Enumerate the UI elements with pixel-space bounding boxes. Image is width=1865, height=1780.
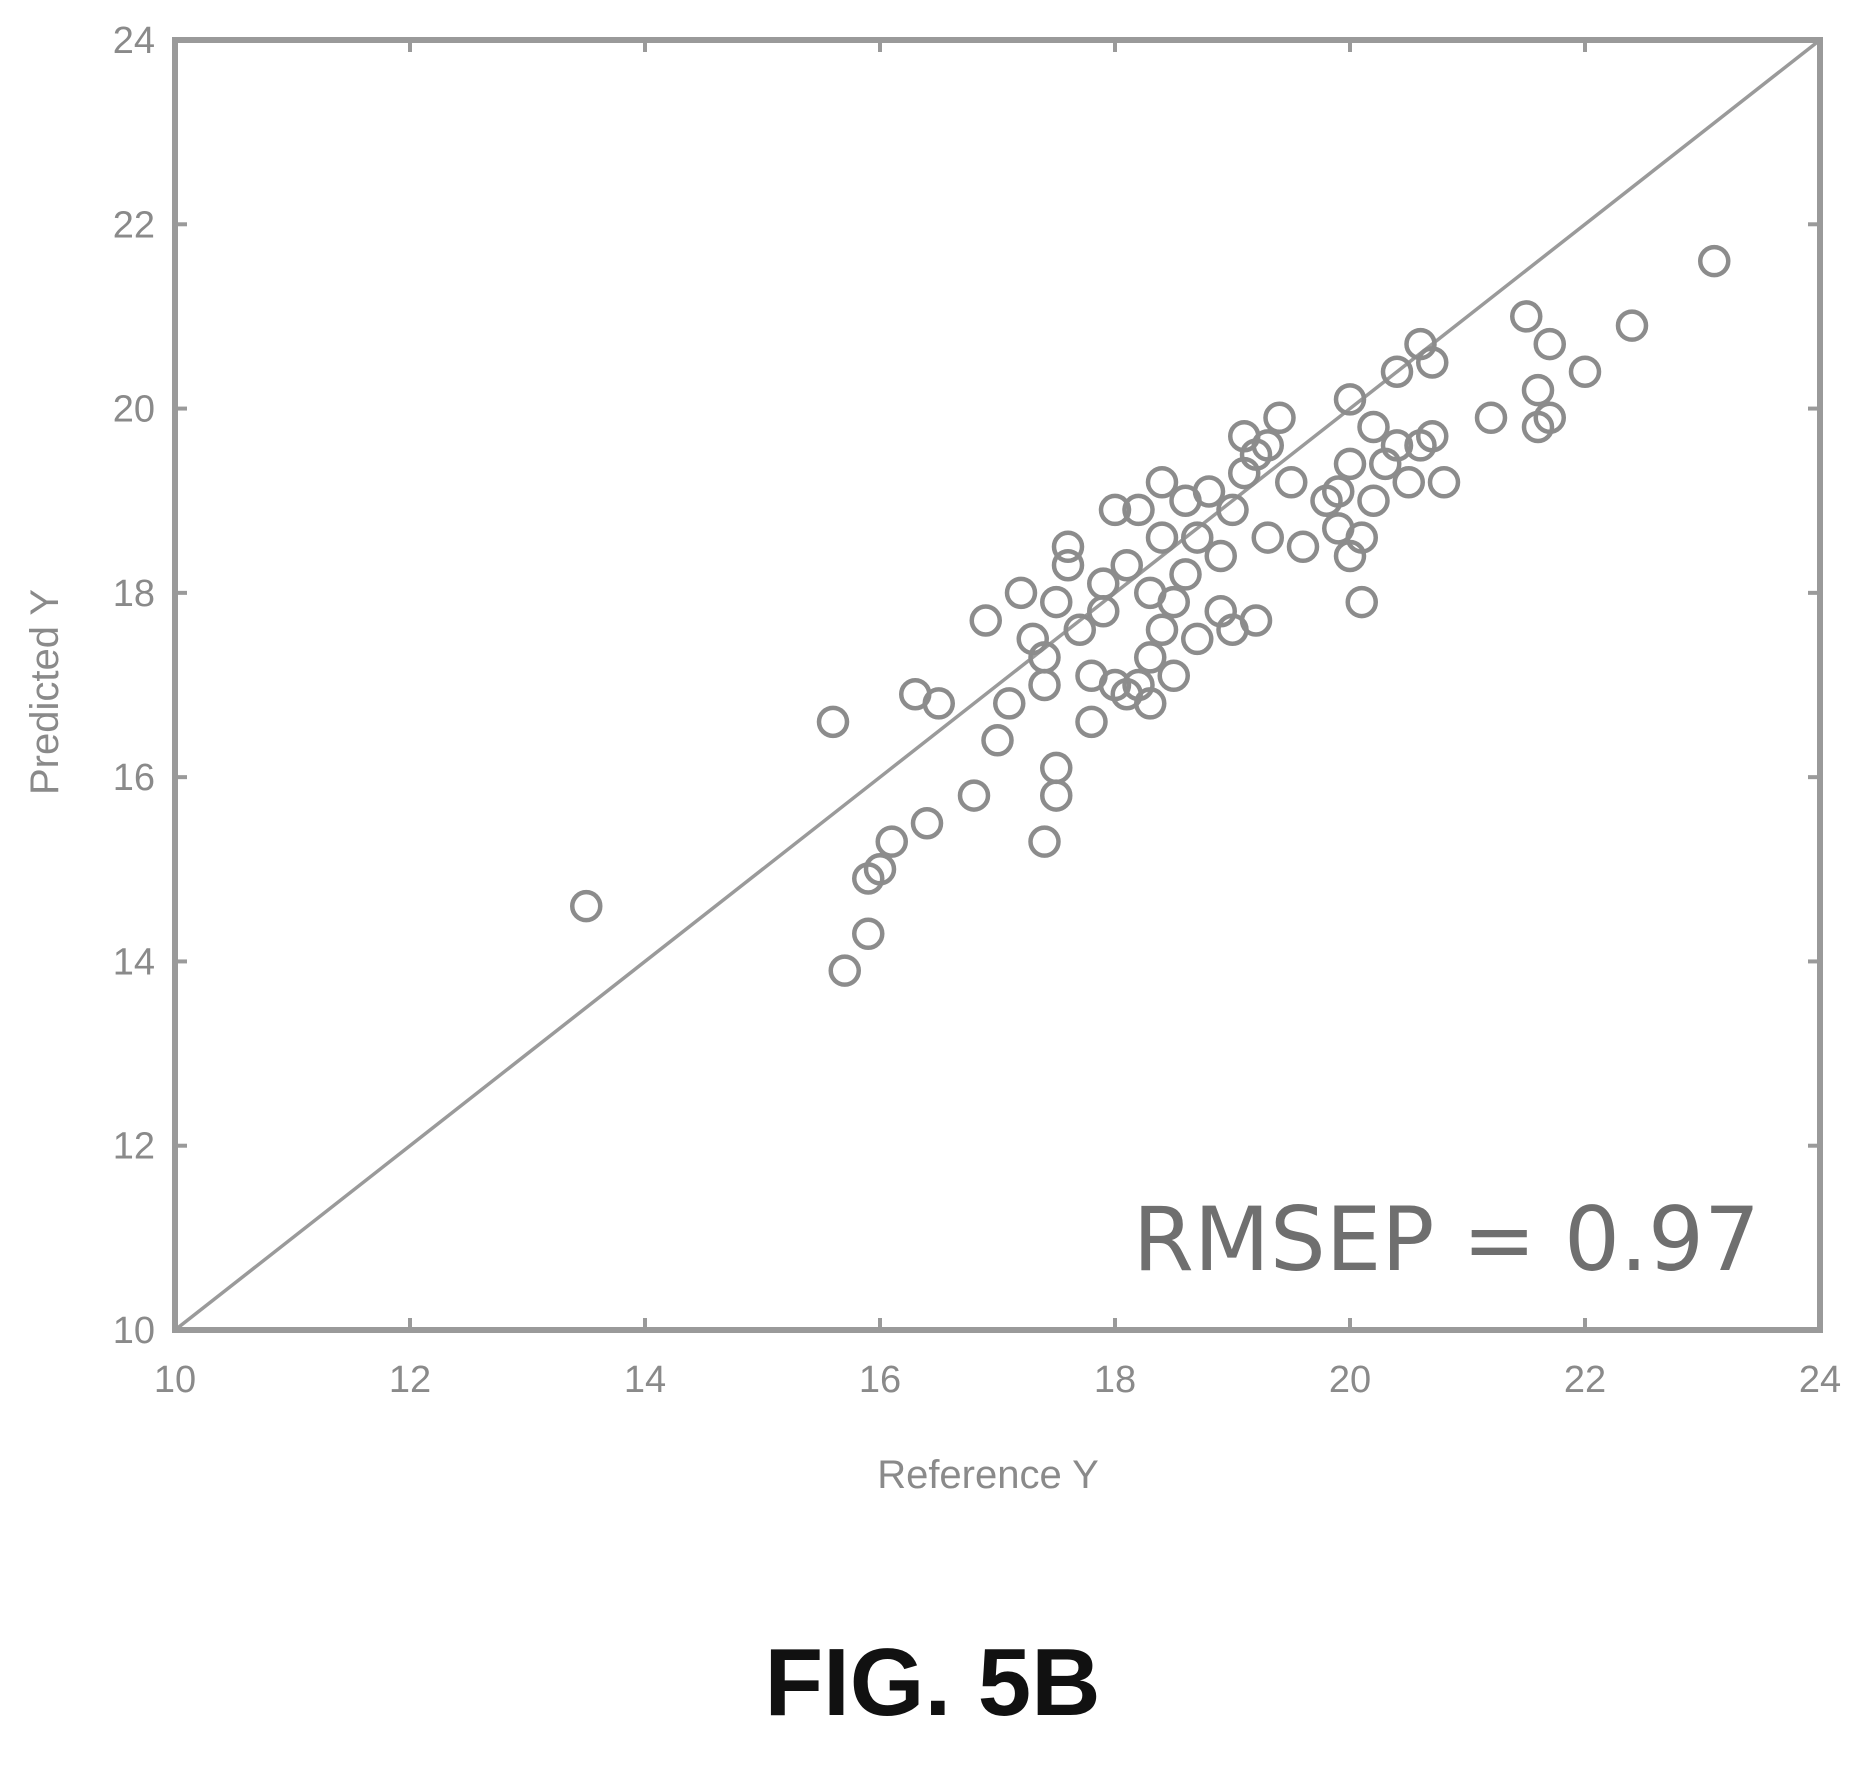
- data-point: [1004, 576, 1038, 610]
- data-point: [1181, 622, 1214, 656]
- y-tick-label: 20: [113, 389, 155, 431]
- data-point: [1416, 419, 1449, 453]
- data-point: [1345, 521, 1378, 554]
- data-point: [1533, 401, 1566, 435]
- data-point: [1615, 309, 1649, 342]
- x-tick-label: 12: [389, 1359, 431, 1401]
- x-tick-label: 20: [1329, 1359, 1371, 1401]
- data-point: [1392, 466, 1425, 499]
- data-point: [957, 779, 991, 812]
- y-axis-label: Predicted Y: [23, 589, 67, 795]
- data-point: [1345, 585, 1378, 619]
- data-point: [570, 889, 603, 923]
- data-point: [1122, 493, 1155, 527]
- data-point: [1157, 659, 1190, 693]
- data-point: [1286, 530, 1320, 564]
- data-point: [863, 853, 897, 886]
- data-point: [1416, 346, 1449, 379]
- data-point: [1145, 521, 1179, 554]
- data-point: [1251, 429, 1284, 462]
- data-point: [1474, 401, 1508, 435]
- axis-tick-labels: 10 12 14 16 18 20 22 24 10 12 14 16 18 20 22 24: [113, 20, 1841, 1401]
- data-point: [1051, 548, 1085, 582]
- data-point: [1028, 641, 1061, 674]
- data-point: [1028, 825, 1061, 858]
- y-tick-label: 22: [113, 204, 155, 246]
- y-tick-label: 14: [113, 941, 155, 983]
- plot-area: [172, 37, 1823, 1333]
- data-point: [1568, 355, 1602, 388]
- data-point: [1028, 668, 1061, 702]
- x-tick-label: 14: [624, 1359, 666, 1401]
- y-tick-label: 24: [113, 20, 155, 62]
- data-point: [1204, 539, 1237, 573]
- data-point: [910, 806, 944, 840]
- rmsep-annotation: RMSEP = 0.97: [1133, 1188, 1760, 1291]
- plot-frame: [172, 37, 1823, 1333]
- data-point: [1521, 373, 1555, 407]
- data-point: [1157, 585, 1190, 619]
- data-point: [1145, 613, 1179, 646]
- data-point: [1263, 401, 1296, 435]
- data-point: [1251, 521, 1284, 554]
- data-point: [1192, 475, 1226, 508]
- data-point: [1333, 383, 1367, 416]
- data-point: [1087, 567, 1120, 600]
- data-point: [1533, 327, 1566, 361]
- figure-caption: FIG. 5B: [764, 1629, 1101, 1736]
- data-point: [1075, 705, 1108, 739]
- data-point: [852, 917, 885, 951]
- data-point: [1357, 410, 1390, 444]
- x-tick-label: 24: [1799, 1359, 1841, 1401]
- y-tick-label: 10: [113, 1310, 155, 1352]
- data-point: [1098, 493, 1132, 527]
- data-point: [993, 687, 1026, 720]
- x-tick-label: 10: [154, 1359, 196, 1401]
- y-tick-label: 16: [113, 757, 155, 799]
- data-point: [1040, 779, 1073, 812]
- axis-ticks: [173, 38, 1822, 1332]
- data-point: [1134, 687, 1167, 720]
- x-tick-label: 22: [1564, 1359, 1606, 1401]
- data-point: [1216, 493, 1249, 527]
- data-point: [1698, 244, 1731, 278]
- data-point: [1427, 466, 1461, 499]
- x-tick-label: 18: [1094, 1359, 1136, 1401]
- x-tick-label: 16: [859, 1359, 901, 1401]
- x-axis-label: Reference Y: [877, 1453, 1099, 1497]
- data-point: [1145, 466, 1179, 499]
- data-point: [1063, 613, 1096, 646]
- data-point: [922, 687, 955, 720]
- data-point: [1169, 558, 1202, 591]
- data-point: [1040, 751, 1073, 785]
- data-point: [875, 825, 908, 858]
- data-point: [1239, 604, 1273, 637]
- data-point: [1181, 521, 1214, 554]
- data-point: [1051, 530, 1085, 564]
- data-point: [1380, 355, 1414, 388]
- y-tick-label: 18: [113, 573, 155, 615]
- y-tick-label: 12: [113, 1126, 155, 1168]
- data-point: [1357, 484, 1390, 517]
- identity-line: [173, 38, 1822, 1332]
- data-point: [828, 954, 861, 987]
- data-point: [1134, 641, 1167, 674]
- data-point: [1333, 447, 1367, 481]
- data-point: [1275, 466, 1308, 499]
- data-point: [816, 705, 850, 739]
- data-point: [1040, 585, 1073, 619]
- data-point: [1380, 429, 1414, 462]
- data-point: [1110, 548, 1143, 582]
- data-points: [570, 244, 1731, 987]
- data-point: [981, 724, 1014, 757]
- data-point: [1510, 300, 1543, 333]
- data-point: [969, 604, 1002, 637]
- data-point: [1322, 475, 1355, 508]
